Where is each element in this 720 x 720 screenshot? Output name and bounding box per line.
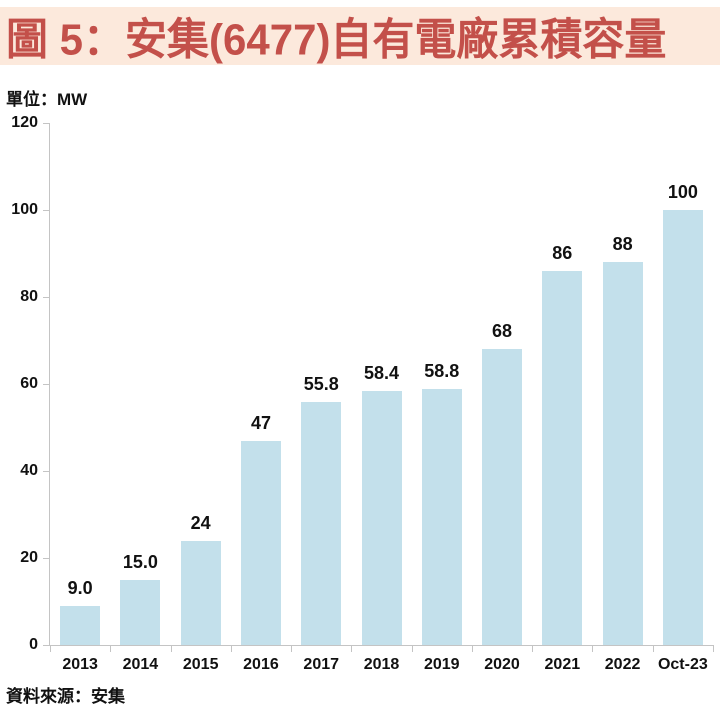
bar — [421, 389, 462, 645]
bar — [602, 262, 643, 645]
x-tick-mark — [110, 646, 112, 652]
x-category-label: 2019 — [423, 656, 460, 673]
bar-value-label: 58.8 — [424, 361, 460, 382]
y-tick-label: 120 — [11, 114, 38, 131]
y-tick-label: 20 — [20, 549, 38, 566]
y-tick-label: 60 — [20, 375, 38, 392]
y-tick-label: 40 — [20, 462, 38, 479]
x-tick-mark — [230, 646, 232, 652]
x-category-label: 2021 — [544, 656, 581, 673]
bar-value-label: 68 — [492, 321, 513, 342]
bar — [361, 390, 402, 645]
bar-value-label: 86 — [552, 242, 573, 263]
y-tick-mark — [43, 210, 50, 211]
y-tick-mark — [43, 297, 50, 298]
x-category-label: 2018 — [363, 656, 400, 673]
bar-value-label: 24 — [190, 512, 211, 533]
y-tick-mark — [43, 384, 50, 385]
y-tick-mark — [43, 558, 50, 559]
x-category-label: 2022 — [604, 656, 641, 673]
y-tick-mark — [43, 471, 50, 472]
bar-value-label: 55.8 — [303, 374, 339, 395]
bar — [120, 579, 161, 645]
x-tick-mark — [291, 646, 293, 652]
x-category-label: 2016 — [243, 656, 279, 673]
bar-value-label: 58.4 — [363, 362, 400, 383]
x-category-label: 2015 — [182, 656, 219, 673]
x-category-label: 2014 — [122, 656, 159, 673]
unit-label: 單位：MW — [6, 90, 88, 109]
x-tick-mark — [411, 646, 413, 652]
y-tick-label: 100 — [11, 201, 38, 218]
x-tick-mark — [592, 646, 594, 652]
x-category-label: Oct-23 — [657, 656, 708, 673]
x-tick-mark — [50, 646, 51, 652]
bar — [180, 540, 221, 645]
x-category-label: 2020 — [484, 656, 520, 673]
figure-title: 圖 5：安集(6477)自有電廠累積容量 — [6, 14, 667, 64]
bar-value-label: 15.0 — [122, 551, 158, 572]
x-tick-mark — [652, 646, 654, 652]
x-tick-mark — [471, 646, 473, 652]
bar — [542, 270, 583, 645]
x-tick-mark — [532, 646, 534, 652]
x-category-label: 2017 — [303, 656, 340, 673]
bar — [301, 402, 342, 645]
bar-value-label: 47 — [250, 412, 271, 433]
y-tick-label: 80 — [20, 288, 38, 305]
source-label: 資料來源：安集 — [6, 687, 125, 706]
figure-title-bar: 圖 5：安集(6477)自有電廠累積容量 — [0, 7, 720, 65]
bar — [60, 605, 101, 645]
bar — [662, 210, 703, 645]
bar-value-label: 9.0 — [67, 577, 93, 598]
x-axis-line — [43, 645, 714, 646]
bar-value-label: 88 — [612, 234, 633, 255]
bar-value-label: 100 — [667, 182, 698, 202]
y-tick-label: 0 — [29, 636, 38, 653]
x-tick-mark — [170, 646, 172, 652]
bar — [482, 349, 523, 645]
x-tick-mark — [351, 646, 353, 652]
y-tick-mark — [43, 645, 50, 646]
x-category-label: 2013 — [62, 656, 98, 673]
bar — [240, 440, 281, 645]
x-tick-mark — [713, 646, 714, 652]
y-tick-mark — [43, 123, 50, 124]
